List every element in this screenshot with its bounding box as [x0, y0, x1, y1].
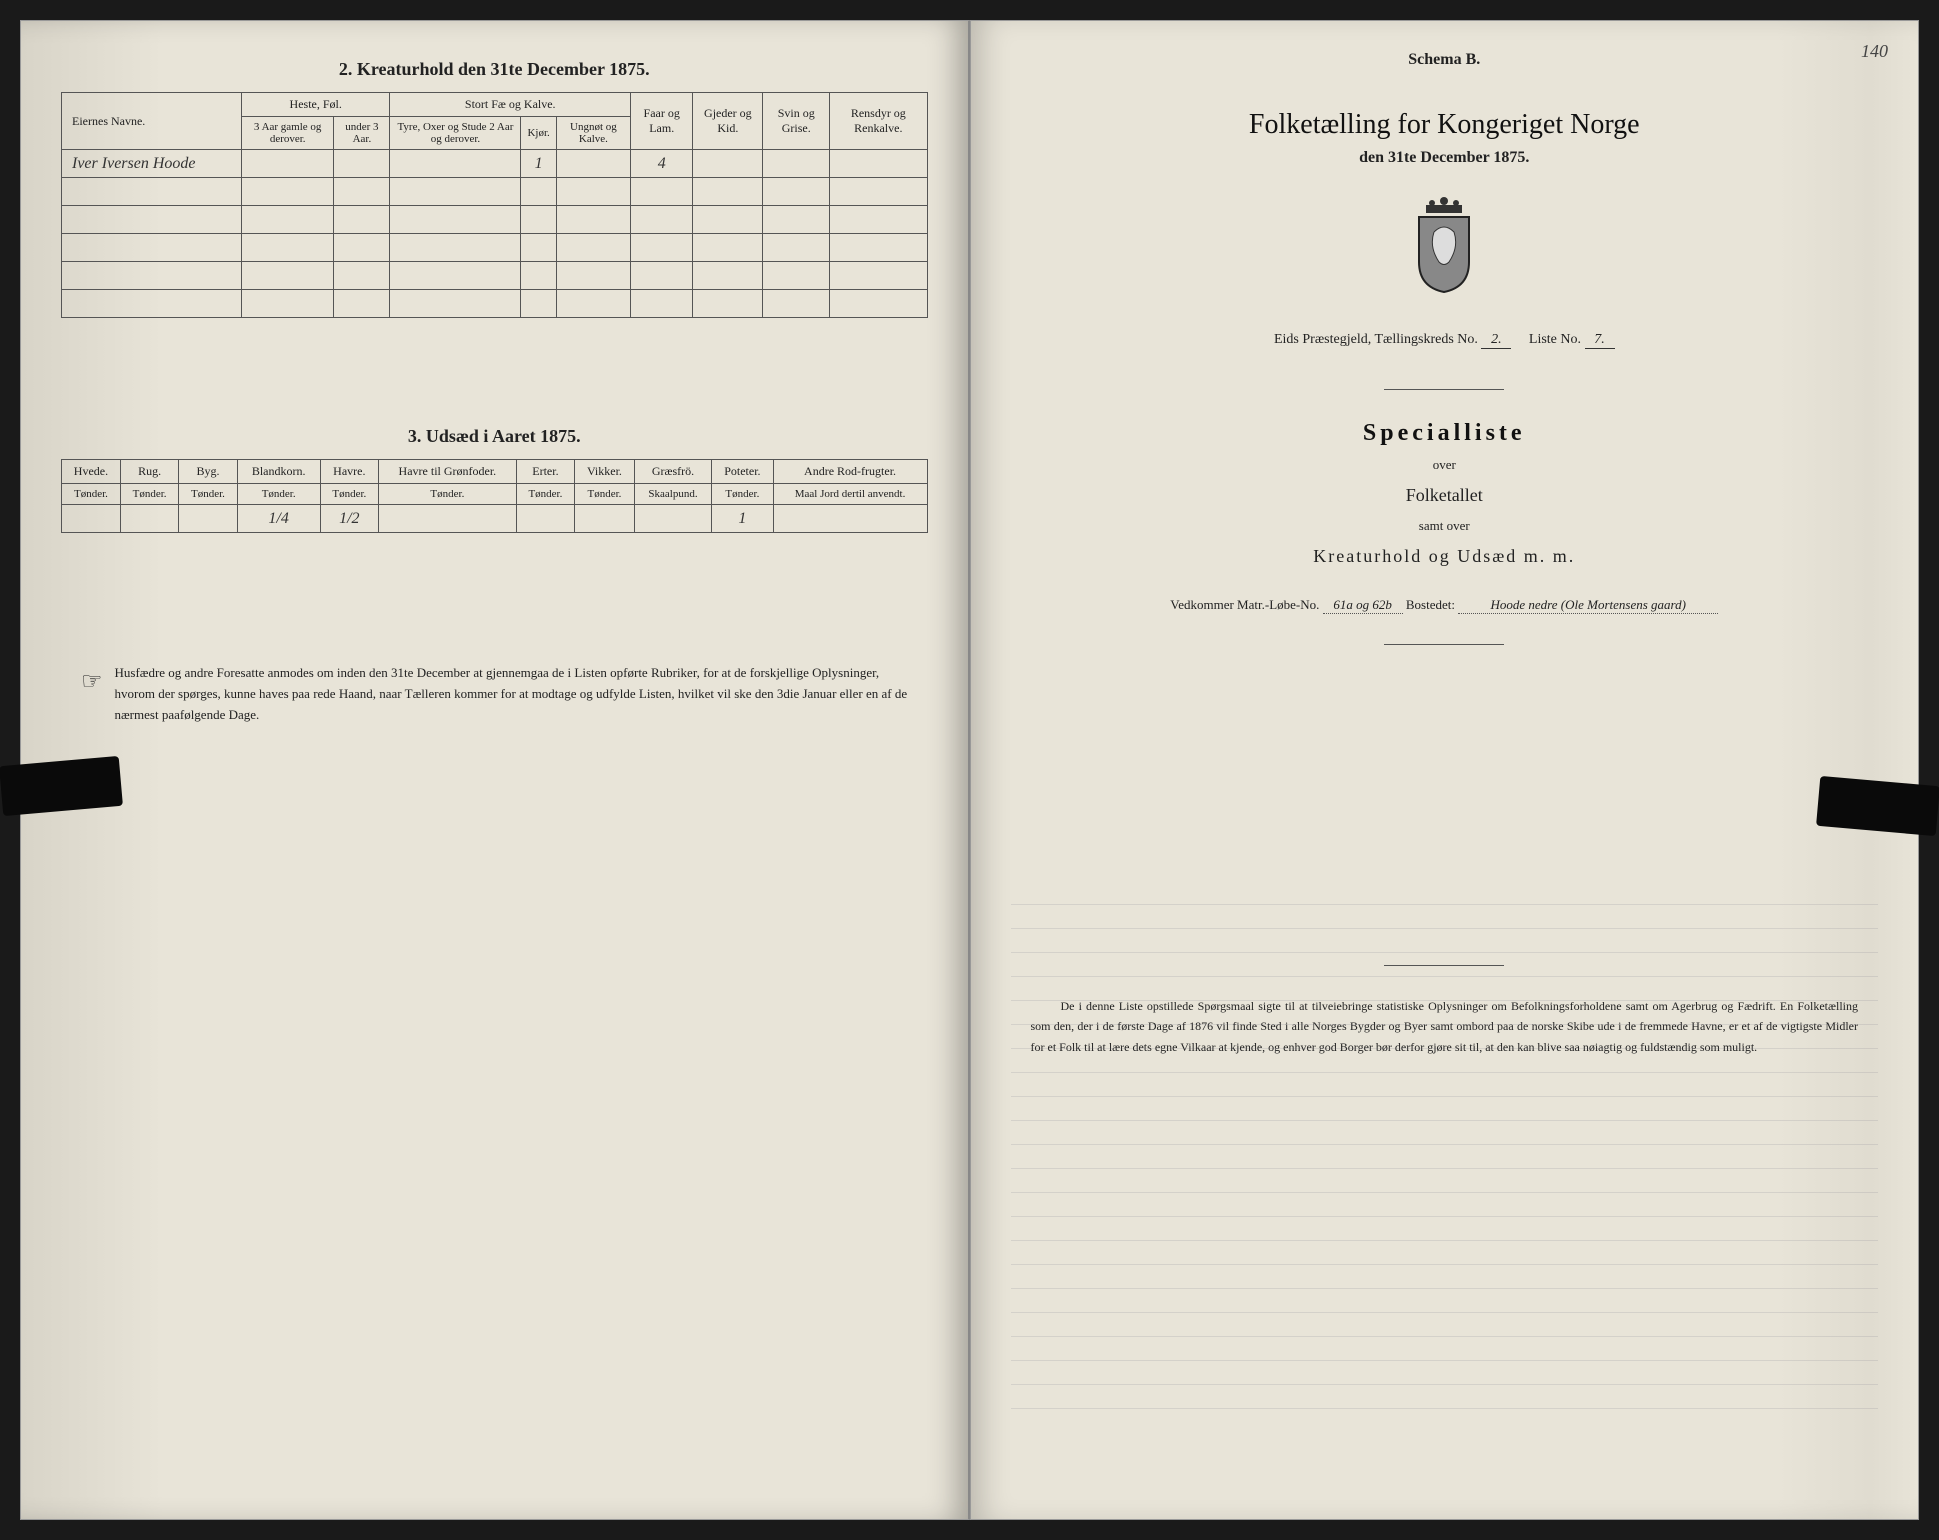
- kreaturhold-text: Kreaturhold og Udsæd m. m.: [1011, 546, 1879, 567]
- col-erter: Erter.: [516, 460, 574, 484]
- vedkommer-line: Vedkommer Matr.-Løbe-No. 61a og 62b Bost…: [1011, 597, 1879, 614]
- col-blandkorn: Blandkorn.: [237, 460, 320, 484]
- cell-name: Iver Iversen Hoode: [62, 150, 242, 178]
- unit-tonder: Tønder.: [62, 484, 121, 505]
- unit-tonder: Tønder.: [379, 484, 517, 505]
- binder-clip: [0, 756, 123, 816]
- col-stort: Stort Fæ og Kalve.: [390, 93, 631, 117]
- col-vikker: Vikker.: [575, 460, 635, 484]
- udsaed-table: Hvede. Rug. Byg. Blandkorn. Havre. Havre…: [61, 459, 928, 533]
- col-eier: Eiernes Navne.: [62, 93, 242, 150]
- divider: [1384, 965, 1504, 966]
- left-page: 2. Kreaturhold den 31te December 1875. E…: [20, 20, 970, 1520]
- table-row: [62, 178, 928, 206]
- district-prefix: Eids Præstegjeld, Tællingskreds No.: [1274, 332, 1478, 347]
- unit-tonder: Tønder.: [179, 484, 237, 505]
- col-heste: Heste, Føl.: [242, 93, 390, 117]
- instruction-text: Husfædre og andre Foresatte anmodes om i…: [115, 663, 908, 725]
- col-stort3: Ungnøt og Kalve.: [556, 117, 630, 150]
- col-heste1: 3 Aar gamle og derover.: [242, 117, 334, 150]
- col-havretil: Havre til Grønfoder.: [379, 460, 517, 484]
- liste-label: Liste No.: [1529, 332, 1581, 347]
- col-poteter: Poteter.: [712, 460, 773, 484]
- district-line: Eids Præstegjeld, Tællingskreds No. 2. L…: [1011, 332, 1879, 349]
- samt-over-text: samt over: [1011, 518, 1879, 534]
- col-rensdyr: Rensdyr og Renkalve.: [830, 93, 927, 150]
- table-row: [62, 262, 928, 290]
- col-stort2: Kjør.: [521, 117, 556, 150]
- bostedet-value: Hoode nedre (Ole Mortensens gaard): [1458, 597, 1718, 614]
- col-graesfro: Græsfrö.: [634, 460, 711, 484]
- unit-tonder: Tønder.: [237, 484, 320, 505]
- instruction-block: ☞ Husfædre og andre Foresatte anmodes om…: [61, 653, 928, 735]
- page-number: 140: [1861, 41, 1888, 62]
- unit-tonder: Tønder.: [120, 484, 178, 505]
- crest-icon: [1011, 197, 1879, 302]
- table-row: [62, 234, 928, 262]
- unit-skaalpund: Skaalpund.: [634, 484, 711, 505]
- main-title: Folketælling for Kongeriget Norge: [1011, 109, 1879, 141]
- section3-title: 3. Udsæd i Aaret 1875.: [61, 426, 928, 447]
- cell-blandkorn: 1/4: [237, 505, 320, 533]
- col-byg: Byg.: [179, 460, 237, 484]
- over-text: over: [1011, 457, 1879, 473]
- table-row: [62, 290, 928, 318]
- divider: [1384, 389, 1504, 390]
- cell-poteter: 1: [712, 505, 773, 533]
- unit-tonder: Tønder.: [320, 484, 378, 505]
- section2-title: 2. Kreaturhold den 31te December 1875.: [61, 59, 928, 80]
- col-faar: Faar og Lam.: [631, 93, 693, 150]
- unit-maal: Maal Jord dertil anvendt.: [773, 484, 927, 505]
- book-spread: 2. Kreaturhold den 31te December 1875. E…: [20, 20, 1919, 1520]
- ruled-lines: [1011, 881, 1879, 1419]
- unit-tonder: Tønder.: [712, 484, 773, 505]
- col-andre: Andre Rod-frugter.: [773, 460, 927, 484]
- col-havre: Havre.: [320, 460, 378, 484]
- folketallet-text: Folketallet: [1011, 485, 1879, 506]
- special-title: Specialliste: [1011, 420, 1879, 447]
- bostedet-label: Bostedet:: [1406, 597, 1455, 612]
- bottom-paragraph: De i denne Liste opstillede Spørgsmaal s…: [1031, 996, 1859, 1057]
- matr-no: 61a og 62b: [1323, 597, 1403, 614]
- divider: [1384, 644, 1504, 645]
- district-kreds: 2.: [1481, 332, 1511, 349]
- col-svin: Svin og Grise.: [763, 93, 830, 150]
- liste-no: 7.: [1585, 332, 1615, 349]
- cell-havre: 1/2: [320, 505, 378, 533]
- unit-tonder: Tønder.: [516, 484, 574, 505]
- table-row: [62, 206, 928, 234]
- unit-tonder: Tønder.: [575, 484, 635, 505]
- col-gjeder: Gjeder og Kid.: [693, 93, 763, 150]
- table-row: Iver Iversen Hoode 1 4: [62, 150, 928, 178]
- col-stort1: Tyre, Oxer og Stude 2 Aar og derover.: [390, 117, 521, 150]
- cell-kjor: 1: [521, 150, 556, 178]
- table-row: 1/4 1/2 1: [62, 505, 928, 533]
- col-hvede: Hvede.: [62, 460, 121, 484]
- pointer-icon: ☞: [81, 663, 103, 725]
- binder-clip: [1816, 776, 1939, 836]
- schema-label: Schema B.: [1011, 51, 1879, 69]
- subtitle: den 31te December 1875.: [1011, 149, 1879, 167]
- cell-faar: 4: [631, 150, 693, 178]
- kreaturhold-table: Eiernes Navne. Heste, Føl. Stort Fæ og K…: [61, 92, 928, 318]
- right-page: 140 Schema B. Folketælling for Kongerige…: [970, 20, 1920, 1520]
- col-rug: Rug.: [120, 460, 178, 484]
- vedkommer-prefix: Vedkommer Matr.-Løbe-No.: [1170, 597, 1319, 612]
- col-heste2: under 3 Aar.: [334, 117, 390, 150]
